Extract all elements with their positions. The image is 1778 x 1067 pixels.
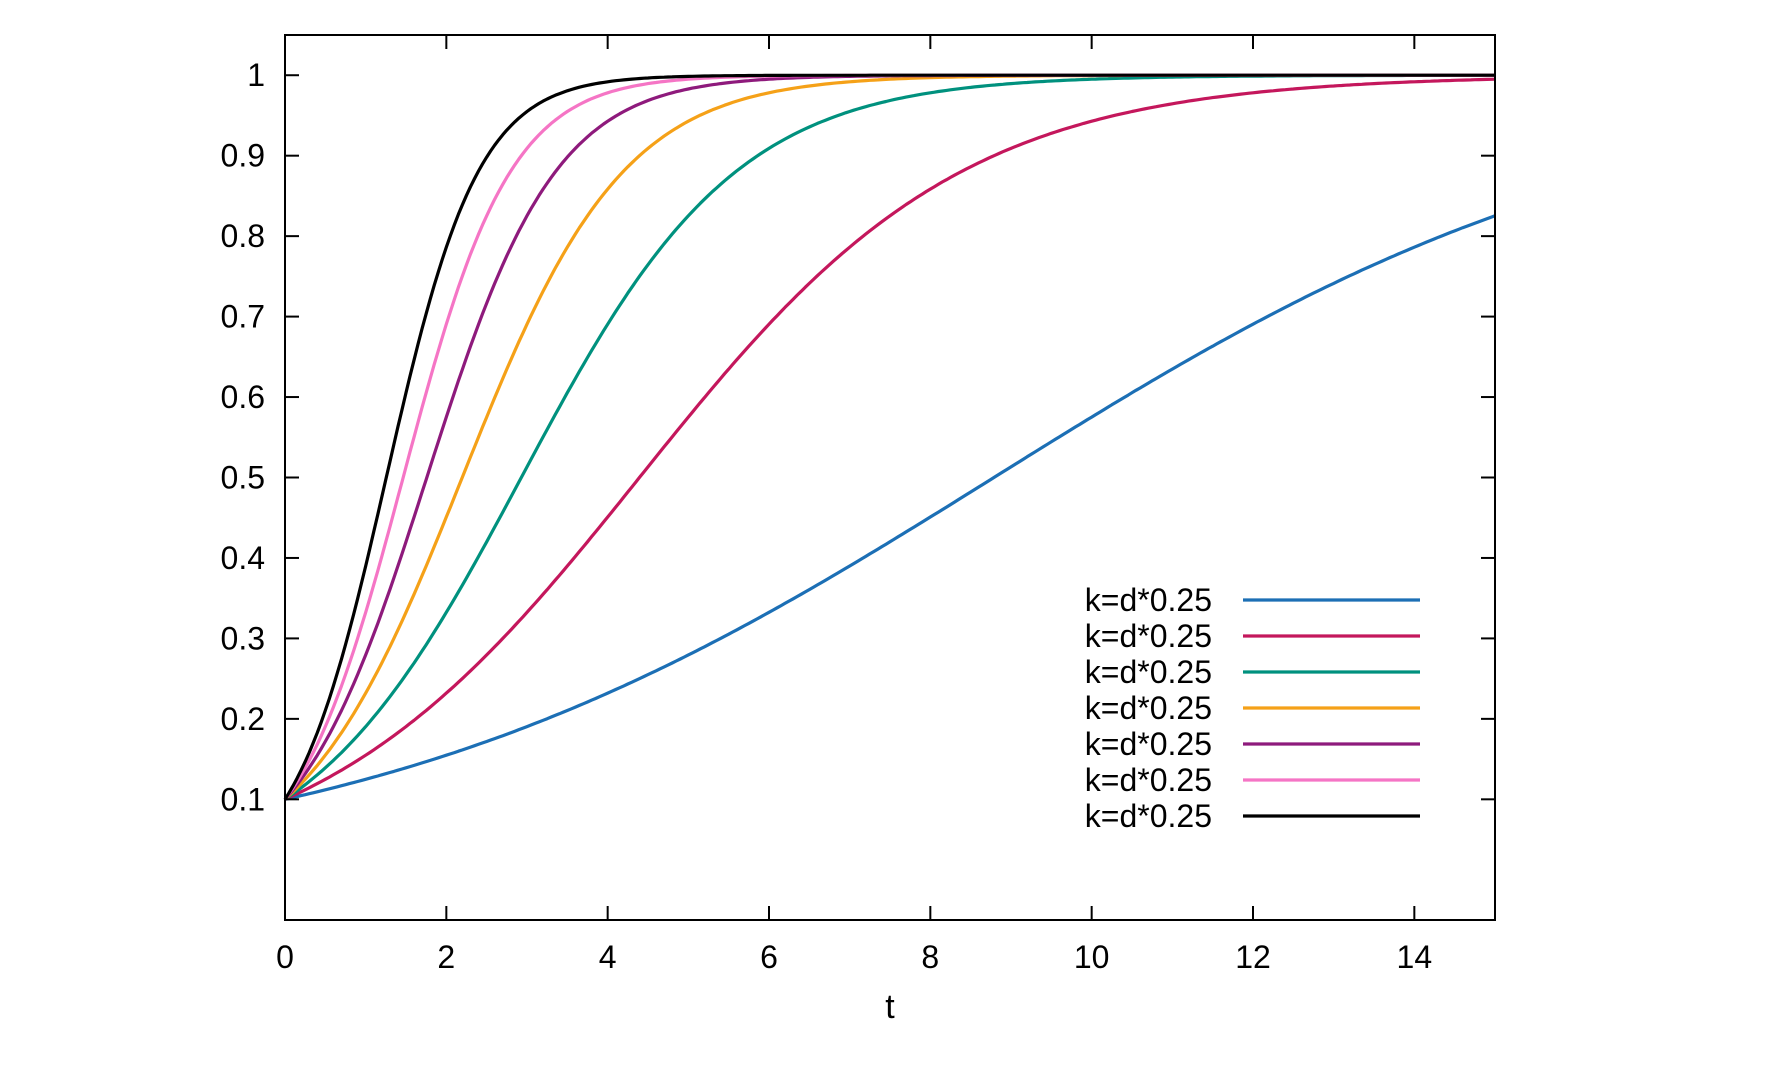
legend-label: k=d*0.25 xyxy=(1085,582,1212,618)
x-tick-label: 14 xyxy=(1397,939,1433,975)
legend-label: k=d*0.25 xyxy=(1085,690,1212,726)
legend-label: k=d*0.25 xyxy=(1085,798,1212,834)
x-axis-title: t xyxy=(885,988,895,1026)
curve-group xyxy=(283,73,1496,801)
series-line-k-0.5 xyxy=(284,77,1496,801)
y-tick-label: 0.6 xyxy=(221,379,265,415)
x-tick-label: 6 xyxy=(760,939,778,975)
y-tick-label: 0.4 xyxy=(221,540,265,576)
x-tick-label: 2 xyxy=(437,939,455,975)
x-tick-label: 12 xyxy=(1235,939,1271,975)
y-tick-label: 0.5 xyxy=(221,460,265,496)
x-tick-label: 4 xyxy=(599,939,617,975)
y-tick-label: 0.7 xyxy=(221,299,265,335)
y-tick-label: 0.1 xyxy=(221,781,265,817)
legend-label: k=d*0.25 xyxy=(1085,762,1212,798)
y-tick-label: 0.3 xyxy=(221,620,265,656)
legend-label: k=d*0.25 xyxy=(1085,726,1212,762)
tick-label-group: 0 2 4 6 8 10 12 14 0.1 0.2 0.3 0.4 0.5 0.6 0.7 0.8 0.9 1 xyxy=(221,57,1433,975)
x-tick-label: 10 xyxy=(1074,939,1110,975)
legend: k=d*0.25k=d*0.25k=d*0.25k=d*0.25k=d*0.25… xyxy=(1085,582,1420,834)
y-tick-label: 0.8 xyxy=(221,218,265,254)
legend-label: k=d*0.25 xyxy=(1085,618,1212,654)
y-tick-label: 0.9 xyxy=(221,138,265,174)
y-tick-label: 0.2 xyxy=(221,701,265,737)
y-tick-label: 1 xyxy=(247,57,265,93)
series-line-k-1.75 xyxy=(283,73,1495,801)
series-line-k-0.25 xyxy=(284,214,1496,801)
legend-label: k=d*0.25 xyxy=(1085,654,1212,690)
tick-group xyxy=(284,35,1495,920)
x-tick-label: 8 xyxy=(921,939,939,975)
x-tick-label: 0 xyxy=(276,939,294,975)
